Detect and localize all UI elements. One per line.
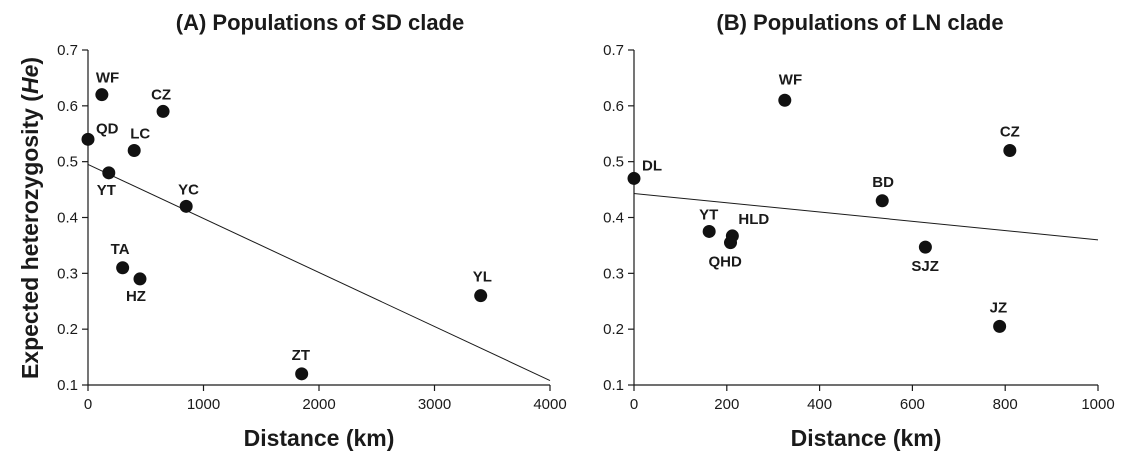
panel-b-ticks: 0.1 0.2 0.3 0.4 0.5 0.6 0.7 0 200 400 600 800 1000 bbox=[603, 42, 1115, 413]
panel-b-point-dl bbox=[627, 171, 641, 185]
panel-a-point-label-qd: QD bbox=[96, 120, 119, 137]
y-axis-label-prefix: Expected heterozygosity ( bbox=[17, 94, 43, 379]
panel-b-point-yt bbox=[702, 224, 716, 238]
panel-b-y-tick-label: 0.5 bbox=[603, 154, 624, 171]
panel-a-x-tick-label: 4000 bbox=[533, 396, 566, 413]
panel-a-y-tick-label: 0.3 bbox=[57, 265, 78, 282]
panel-b-x-axis-label: Distance (km) bbox=[791, 425, 942, 451]
panel-b-y-tick-label: 0.3 bbox=[603, 265, 624, 282]
panel-b: (B) Populations of LN clade 0.1 0.2 0.3 0.4… bbox=[603, 10, 1115, 451]
panel-a-trendline bbox=[87, 164, 551, 381]
panel-a-point-zt bbox=[295, 367, 309, 381]
panel-a-points: WF CZ QD LC YT YC TA HZ YL ZT bbox=[81, 70, 492, 381]
panel-a-point-yt bbox=[102, 166, 116, 180]
panel-a-point-label-hz: HZ bbox=[126, 288, 146, 305]
panel-a-point-label-cz: CZ bbox=[151, 86, 171, 103]
panel-b-x-tick-label: 0 bbox=[630, 396, 638, 413]
panel-a: (A) Populations of SD clade 0.1 0.2 0.3 0.4… bbox=[57, 10, 567, 451]
y-axis-label-italic: He bbox=[17, 64, 43, 94]
panel-b-title: (B) Populations of LN clade bbox=[716, 10, 1003, 35]
panel-b-point-jz bbox=[993, 319, 1007, 333]
panel-b-y-tick-label: 0.7 bbox=[603, 42, 624, 59]
panel-b-x-tick-label: 1000 bbox=[1081, 396, 1114, 413]
panel-b-point-bd bbox=[875, 194, 889, 208]
panel-a-title: (A) Populations of SD clade bbox=[176, 10, 464, 35]
panel-a-y-tick-label: 0.2 bbox=[57, 321, 78, 338]
panel-b-x-tick-label: 600 bbox=[900, 396, 925, 413]
panel-a-point-wf bbox=[95, 88, 109, 102]
panel-a-point-lc bbox=[127, 144, 141, 157]
panel-a-point-yl bbox=[474, 289, 488, 303]
panel-a-y-tick-label: 0.1 bbox=[57, 377, 78, 394]
panel-a-y-tick-label: 0.7 bbox=[57, 42, 78, 59]
panel-a-y-tick-label: 0.6 bbox=[57, 98, 78, 115]
panel-b-y-tick-label: 0.6 bbox=[603, 98, 624, 115]
panel-b-y-tick-label: 0.4 bbox=[603, 210, 624, 227]
panel-b-point-label-bd: BD bbox=[872, 174, 894, 191]
panel-a-point-cz bbox=[156, 104, 170, 118]
panel-b-point-label-hld: HLD bbox=[738, 211, 769, 228]
panel-a-point-label-wf: WF bbox=[96, 70, 119, 87]
panel-a-point-hz bbox=[133, 272, 147, 286]
panel-b-point-label-dl: DL bbox=[642, 157, 662, 174]
panel-a-point-label-zt: ZT bbox=[292, 347, 310, 364]
panel-a-point-yc bbox=[179, 199, 193, 213]
panel-b-x-tick-label: 800 bbox=[993, 396, 1018, 413]
panel-b-point-cz bbox=[1003, 144, 1017, 157]
panel-b-x-tick-label: 400 bbox=[807, 396, 832, 413]
panel-a-x-tick-label: 3000 bbox=[418, 396, 451, 413]
panel-a-x-tick-label: 1000 bbox=[187, 396, 220, 413]
panel-a-x-tick-label: 2000 bbox=[302, 396, 335, 413]
panel-a-x-tick-label: 0 bbox=[84, 396, 92, 413]
panel-a-point-label-ta: TA bbox=[111, 241, 130, 258]
panel-b-point-label-cz: CZ bbox=[1000, 124, 1020, 141]
panel-b-point-label-jz: JZ bbox=[990, 299, 1008, 316]
y-axis-label-suffix: ) bbox=[17, 57, 43, 65]
panel-b-point-label-qhd: QHD bbox=[709, 254, 743, 271]
panel-a-point-ta bbox=[116, 261, 130, 275]
panel-a-point-qd bbox=[81, 132, 95, 146]
panel-b-point-label-sjz: SJZ bbox=[911, 258, 939, 275]
panel-b-y-tick-label: 0.2 bbox=[603, 321, 624, 338]
panel-b-point-label-yt: YT bbox=[699, 206, 718, 223]
panel-b-points: WF CZ DL BD YT HLD QHD SJZ JZ bbox=[627, 71, 1020, 333]
panel-a-point-label-lc: LC bbox=[130, 126, 150, 143]
panel-b-trendline bbox=[633, 192, 1099, 241]
panel-b-y-tick-label: 0.1 bbox=[603, 377, 624, 394]
panel-a-x-axis-label: Distance (km) bbox=[244, 425, 395, 451]
panel-a-point-label-yt: YT bbox=[97, 182, 116, 199]
panel-b-point-wf bbox=[778, 93, 792, 107]
panel-b-point-sjz bbox=[918, 240, 932, 254]
panel-b-point-label-wf: WF bbox=[779, 71, 802, 88]
panel-a-ticks: 0.1 0.2 0.3 0.4 0.5 0.6 0.7 0 1000 2000 3000 4000 bbox=[57, 42, 567, 413]
panel-a-y-tick-label: 0.5 bbox=[57, 154, 78, 171]
panel-b-point-qhd bbox=[724, 236, 738, 250]
panel-b-x-tick-label: 200 bbox=[714, 396, 739, 413]
panel-a-point-label-yl: YL bbox=[473, 269, 492, 286]
y-axis-label: Expected heterozygosity (He) bbox=[17, 57, 43, 379]
panel-a-y-tick-label: 0.4 bbox=[57, 210, 78, 227]
panel-a-point-label-yc: YC bbox=[178, 181, 199, 198]
